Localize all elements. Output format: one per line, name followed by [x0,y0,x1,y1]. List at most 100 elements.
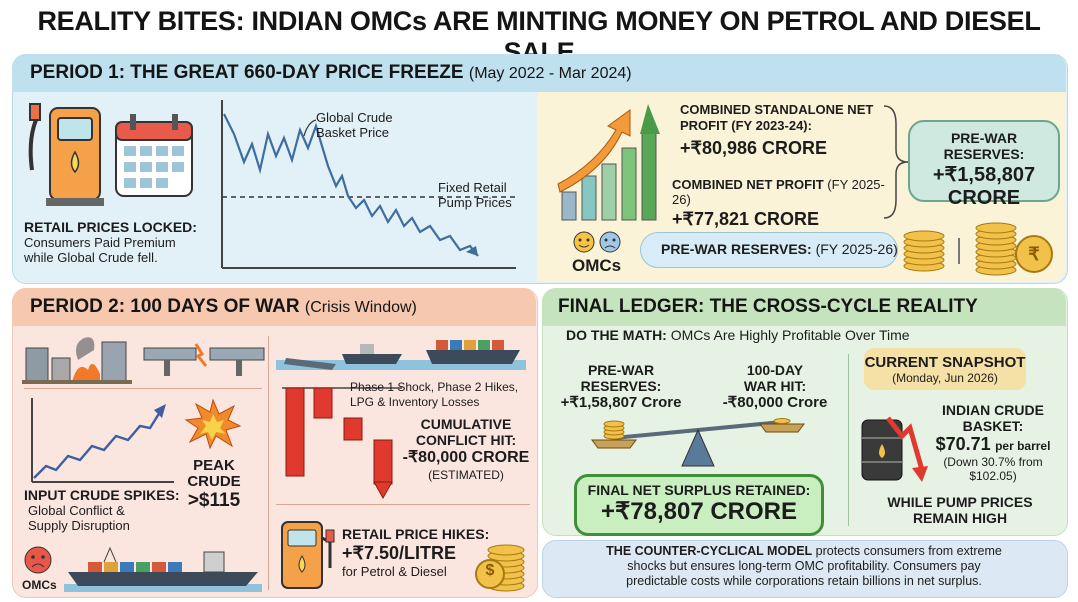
profit-growth-bars-icon [557,104,660,221]
crude-spike-chart [31,398,174,483]
footer-panel [542,540,1068,598]
period2-divider [268,336,269,590]
fixed-price-label: Fixed Retail Pump Prices [438,180,512,210]
ledger-heading: FINAL LEDGER: THE CROSS-CYCLE REALITY [558,296,978,317]
fuel-pump-icon-2 [281,521,335,589]
period2-panel [12,288,538,598]
standalone-profit-title-2: PROFIT (FY 2023-24): [680,118,812,133]
period2-heading-main: PERIOD 2: 100 DAYS OF WAR [30,296,300,317]
global-crude-price-line [223,113,479,257]
price-hike-title: RETAIL PRICE HIKES: [342,526,490,542]
crude-label-2: Basket Price [316,125,389,140]
ledger-war-block: 100-DAY WAR HIT: -₹80,000 Crore [710,362,840,412]
conflict-hit-title-1: CUMULATIVE [420,416,512,432]
standalone-profit-block: COMBINED STANDALONE NET PROFIT (FY 2023-… [680,102,900,159]
retail-locked-text-2: while Global Crude fell. [24,250,158,265]
footer-text: THE COUNTER-CYCLICAL MODEL protects cons… [548,544,1060,589]
prewar-reserves-box: PRE-WAR RESERVES: +₹1,58,807 CRORE [908,120,1060,209]
price-hike-block: RETAIL PRICE HIKES: +₹7.50/LITRE for Pet… [342,526,502,579]
prewar-reserves-title: PRE-WAR RESERVES: [943,130,1025,162]
crude-line-arrowhead [466,246,478,256]
period2-divider-left [24,388,262,389]
conflict-hit-block: CUMULATIVE CONFLICT HIT: -₹80,000 CRORE … [396,416,536,482]
dollar-symbol: $ [485,562,495,579]
footer-line-2: shocks but ensures long-term OMC profita… [627,559,981,573]
fixed-label-1: Fixed Retail [438,180,507,195]
prewar-pill-sub: (FY 2025-26) [815,241,898,257]
standalone-profit-title-1: COMBINED STANDALONE NET [680,102,874,117]
oil-tanker-icon [64,546,262,592]
calendar-icon [115,114,193,197]
ledger-divider [848,354,849,526]
net-profit-title: COMBINED NET PROFIT [672,177,824,192]
footer-bold: THE COUNTER-CYCLICAL MODEL [606,544,813,558]
peak-label-2: CRUDE [187,473,241,490]
ledger-prewar-title-1: PRE-WAR [587,362,655,378]
input-spikes-text-2: Supply Disruption [28,518,130,533]
ledger-war-value: -₹80,000 Crore [722,394,828,411]
footer-line-1-text: protects consumers from extreme [815,544,1002,558]
crude-basket-block: INDIAN CRUDE BASKET: $70.71 per barrel (… [928,402,1058,483]
ledger-war-title-2: WAR HIT: [743,378,807,394]
prewar-reserves-value-2: CRORE [947,187,1021,209]
crude-price-label: Global Crude Basket Price [316,110,393,140]
period2-heading-sub: (Crisis Window) [304,299,417,316]
net-profit-value: +₹77,821 CRORE [672,209,820,229]
prewar-pill-title: PRE-WAR RESERVES: [661,241,812,257]
crude-label-1: Global Crude [316,110,393,125]
crude-basket-title-2: BASKET: [962,418,1024,434]
peak-value: >$115 [187,490,241,511]
war-ruins-icon [22,337,132,384]
dollar-coins-icon [475,544,525,592]
prewar-reserves-value-1: +₹1,58,807 [932,164,1036,186]
input-spikes-text-1: Global Conflict & [28,503,125,518]
input-spikes-block: INPUT CRUDE SPIKES: Global Conflict & Su… [24,487,204,534]
ledger-prewar-title-2: RESERVES: [580,378,662,394]
do-the-math-label: DO THE MATH: [566,327,667,343]
price-hike-sub: for Petrol & Diesel [342,564,447,579]
crude-basket-unit: per barrel [995,439,1051,453]
net-profit-sub: (FY 2025-26) [672,177,885,207]
coin-divider [958,238,960,264]
period1-heading-sub: (May 2022 - Mar 2024) [468,65,632,82]
crude-basket-price-line: $70.71 per barrel [928,434,1058,455]
period2-divider-right [276,504,530,505]
retail-locked-text-1: Consumers Paid Premium [24,235,176,250]
period2-heading: PERIOD 2: 100 DAYS OF WAR (Crisis Window… [30,296,417,318]
pump-prices-2: REMAIN HIGH [912,510,1008,526]
crude-basket-change-1: (Down 30.7% from [943,455,1043,469]
footer-line-1: THE COUNTER-CYCLICAL MODEL protects cons… [548,544,1060,559]
waterfall-bar-2 [313,387,333,419]
ledger-prewar-value: +₹1,58,807 Crore [560,394,682,411]
period1-header-band [12,54,1066,92]
peak-label-1: PEAK [193,457,235,474]
do-the-math-text: OMCs Are Highly Profitable Over Time [670,327,910,343]
omcs-label-period2: OMCs [22,578,57,592]
conflict-hit-value: -₹80,000 CRORE [402,449,530,466]
ledger-header-band [542,288,1066,326]
standalone-profit-value: +₹80,986 CRORE [680,138,828,158]
omc-faces-icon [573,231,621,253]
sad-face-icon [24,546,52,574]
coin-stack-icon [903,230,945,272]
page-title: REALITY BITES: INDIAN OMCs ARE MINTING M… [37,6,1041,67]
snapshot-box: CURRENT SNAPSHOT (Monday, Jun 2026) [864,348,1026,390]
phase-text-1: Phase 1 Shock, Phase 2 Hikes, [350,380,519,394]
damaged-tankers-icon [276,340,526,370]
fixed-label-2: Pump Prices [438,195,512,210]
broken-pipeline-icon [143,343,265,376]
crude-basket-value: $70.71 [935,434,991,454]
loss-waterfall-chart [282,387,402,500]
conflict-hit-sub: (ESTIMATED) [428,468,504,482]
price-freeze-line-chart [221,100,516,269]
waterfall-bar-1 [285,387,305,477]
net-profit-title-line: COMBINED NET PROFIT (FY 2025-26) [672,177,902,207]
input-spikes-title: INPUT CRUDE SPIKES: [24,487,180,503]
prewar-reserves-pill: PRE-WAR RESERVES: (FY 2025-26) [640,232,898,268]
omcs-label-period1: OMCs [572,256,622,275]
pump-prices-block: WHILE PUMP PRICES REMAIN HIGH [872,494,1048,526]
crude-basket-change-2: $102.05) [969,469,1017,483]
ledger-prewar-block: PRE-WAR RESERVES: +₹1,58,807 Crore [546,362,696,412]
waterfall-arrow [373,481,393,500]
period1-heading: PERIOD 1: THE GREAT 660-DAY PRICE FREEZE… [30,62,632,84]
